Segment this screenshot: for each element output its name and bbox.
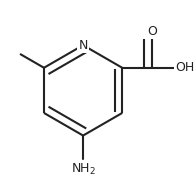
- Text: NH$_2$: NH$_2$: [71, 161, 96, 177]
- Text: OH: OH: [175, 61, 194, 74]
- Text: O: O: [147, 25, 157, 38]
- Text: N: N: [78, 39, 88, 52]
